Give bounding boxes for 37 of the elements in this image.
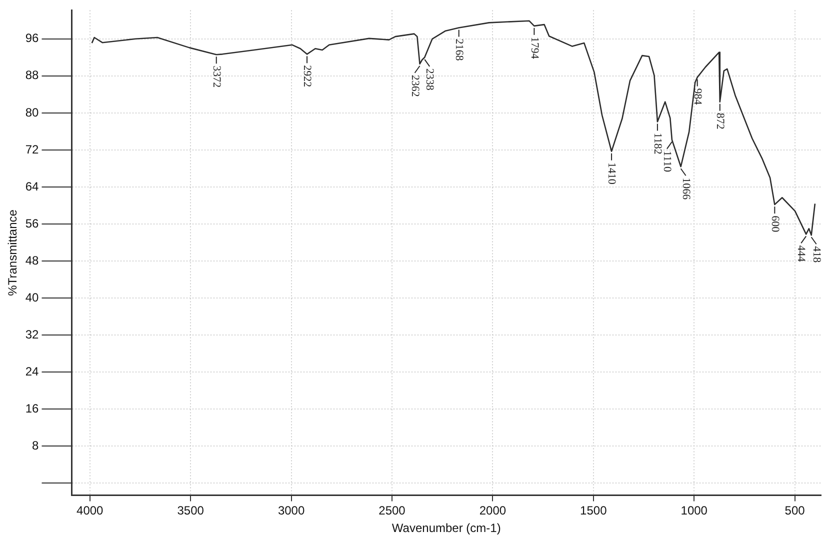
- y-tick-label: 40: [25, 290, 40, 304]
- x-tick-label: 3500: [177, 504, 204, 518]
- x-tick-label: 1000: [680, 504, 708, 518]
- y-tick-label: 24: [25, 364, 40, 378]
- annotation: 2362: [408, 74, 421, 97]
- annotation: 2168: [452, 38, 465, 62]
- y-tick-label: 32: [25, 327, 40, 342]
- y-tick-label: 16: [25, 401, 40, 416]
- annotation: 444: [795, 245, 808, 262]
- annotation: 2338: [424, 68, 436, 91]
- y-tick-label: 80: [25, 105, 40, 120]
- annotation: 1110: [661, 150, 674, 172]
- annotation: 418: [810, 246, 822, 264]
- y-axis-title: %Transmittance: [6, 209, 20, 296]
- x-axis-title: Wavenumber (cm-1): [392, 521, 501, 536]
- y-tick-label: 48: [25, 253, 40, 268]
- y-tick-label: 64: [25, 179, 40, 194]
- x-tick-label: 3000: [278, 504, 305, 518]
- y-tick-label: 88: [25, 68, 40, 82]
- annotation: 1410: [606, 162, 618, 185]
- y-tick-label: 72: [25, 142, 40, 156]
- annotation: 1182: [652, 132, 664, 154]
- x-tick-label: 1500: [580, 504, 608, 518]
- y-tick-label: 96: [25, 31, 40, 46]
- x-tick-label: 2000: [479, 504, 506, 518]
- x-tick-label: 2500: [378, 504, 406, 518]
- annotation: 1066: [680, 178, 692, 200]
- annotation: 984: [691, 88, 704, 106]
- x-tick-label: 500: [784, 504, 806, 518]
- annotation: 1794: [528, 36, 540, 60]
- annotation: 600: [768, 216, 781, 233]
- x-tick-label: 4000: [76, 504, 104, 518]
- annotation: 2922: [301, 65, 314, 88]
- annotation: 872: [714, 112, 726, 130]
- y-tick-label: 56: [25, 216, 40, 230]
- annotation: 3372: [210, 66, 222, 88]
- y-tick-label: 8: [32, 438, 40, 452]
